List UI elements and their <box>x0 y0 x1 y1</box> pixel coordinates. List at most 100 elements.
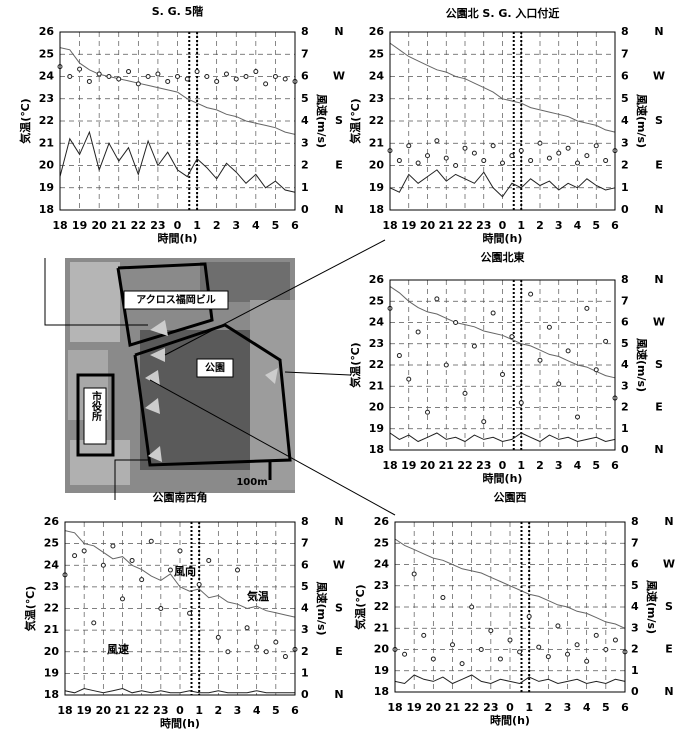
wind-direction-point <box>411 571 417 577</box>
y-tick-label: 22 <box>369 358 384 371</box>
x-tick-label: 18 <box>382 459 397 472</box>
wind-direction-point <box>565 348 571 354</box>
x-tick-label: 22 <box>134 704 149 717</box>
y-tick-label: 18 <box>39 203 54 216</box>
wind-speed-line <box>64 687 295 694</box>
wind-direction-point <box>67 74 73 79</box>
y2-tick-label: 5 <box>621 337 629 350</box>
wind-direction-point <box>402 651 408 657</box>
x-tick-label: 19 <box>407 701 422 714</box>
x-tick-label: 18 <box>57 704 72 717</box>
map-label: 市役所 <box>90 390 102 422</box>
wind-direction-point <box>204 74 210 79</box>
chart-title: 公園南西角 <box>153 490 208 504</box>
wind-direction-point <box>406 143 412 149</box>
y-axis-label: 気温(℃) <box>353 584 367 629</box>
wind-direction-point <box>500 160 505 166</box>
y-tick-label: 19 <box>39 181 54 194</box>
wind-direction-point <box>106 74 112 79</box>
arrow-head <box>148 446 162 462</box>
arrow-head <box>150 320 168 336</box>
x-tick-label: 5 <box>272 219 280 232</box>
wind-direction-point <box>434 138 440 144</box>
wind-direction-point <box>478 647 484 652</box>
y2-tick-label: 3 <box>301 623 309 636</box>
x-tick-label: 4 <box>574 459 582 472</box>
map-river <box>250 300 295 490</box>
x-tick-label: 3 <box>555 459 563 472</box>
wind-direction-point <box>177 548 183 554</box>
wind-direction-point <box>497 656 503 662</box>
y2-tick-label: 6 <box>621 316 629 329</box>
direction-label: N <box>334 25 343 38</box>
y-tick-label: 20 <box>39 159 55 172</box>
y-tick-label: 26 <box>374 515 390 528</box>
x-tick-label: 6 <box>291 219 299 232</box>
x-tick-label: 6 <box>611 219 619 232</box>
wind-direction-point <box>603 647 609 652</box>
direction-label: N <box>654 443 663 456</box>
y-tick-label: 24 <box>374 558 390 571</box>
wind-direction-point <box>96 71 102 77</box>
wind-direction-point <box>175 74 180 79</box>
x-tick-label: 4 <box>574 219 582 232</box>
y-tick-label: 24 <box>369 316 385 329</box>
y2-tick-label: 3 <box>621 379 629 392</box>
wind-direction-point <box>584 305 590 311</box>
direction-label: N <box>654 273 663 286</box>
y2-tick-label: 1 <box>621 181 629 194</box>
y-tick-label: 21 <box>374 621 389 634</box>
y-axis-label: 気温(℃) <box>18 98 32 143</box>
y-tick-label: 18 <box>44 688 59 701</box>
wind-direction-point <box>528 291 534 297</box>
y2-tick-label: 2 <box>301 645 309 658</box>
y2-tick-label: 1 <box>301 666 309 679</box>
x-tick-label: 22 <box>464 701 479 714</box>
y-tick-label: 25 <box>369 47 384 60</box>
wind-direction-point <box>272 74 278 79</box>
y2-tick-label: 8 <box>301 25 309 38</box>
annotation: 風速 <box>107 642 129 656</box>
y-axis-label: 気温(℃) <box>348 98 362 143</box>
arrow-head <box>145 370 160 386</box>
wind-direction-point <box>537 140 543 146</box>
wind-direction-point <box>145 74 151 79</box>
wind-direction-point <box>440 595 446 601</box>
wind-direction-point <box>481 158 487 164</box>
direction-label: N <box>654 203 663 216</box>
chart: 公園北 S. G. 入口付近18192021222324252601234567… <box>348 6 665 245</box>
direction-label: S <box>335 602 343 615</box>
temperature-line <box>389 285 616 379</box>
wind-direction-point <box>244 625 250 631</box>
direction-label: W <box>333 558 345 571</box>
x-tick-label: 20 <box>426 701 442 714</box>
wind-direction-point <box>158 606 164 611</box>
y2-tick-label: 4 <box>631 600 639 613</box>
wind-direction-point <box>584 658 590 664</box>
arrow-head <box>145 398 160 414</box>
y-tick-label: 22 <box>374 600 389 613</box>
y-tick-label: 22 <box>44 602 59 615</box>
x-tick-label: 19 <box>401 219 416 232</box>
y-tick-label: 19 <box>44 666 59 679</box>
y2-tick-label: 1 <box>631 664 639 677</box>
x-tick-label: 21 <box>445 701 460 714</box>
wind-direction-point <box>556 381 562 387</box>
x-tick-label: 2 <box>215 704 223 717</box>
plot-frame <box>64 521 296 696</box>
wind-direction-point <box>593 143 599 149</box>
y-tick-label: 21 <box>369 136 384 149</box>
x-tick-label: 20 <box>96 704 112 717</box>
x-tick-label: 1 <box>517 219 525 232</box>
y2-tick-label: 1 <box>301 181 309 194</box>
map-block <box>70 440 130 485</box>
wind-direction-point <box>72 553 78 559</box>
direction-label: S <box>665 600 673 613</box>
annotation: 気温 <box>247 589 269 603</box>
y2-tick-label: 4 <box>301 114 309 127</box>
y-tick-label: 19 <box>374 664 389 677</box>
wind-direction-point <box>415 160 421 166</box>
x-tick-label: 3 <box>564 701 572 714</box>
